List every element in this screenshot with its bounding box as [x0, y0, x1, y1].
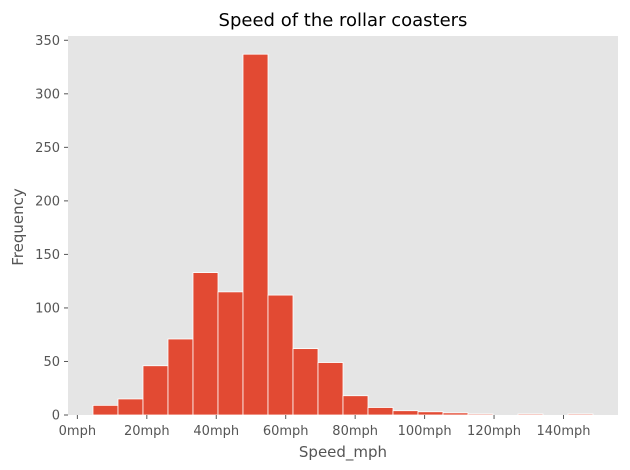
- histogram-bar: [392, 410, 419, 416]
- histogram-bar: [217, 291, 244, 416]
- y-tick-label: 250: [35, 141, 60, 156]
- histogram-bar: [192, 272, 219, 416]
- histogram-bar: [567, 413, 594, 416]
- x-tick-label: 80mph: [332, 424, 378, 439]
- histogram-bar: [417, 411, 444, 416]
- y-tick-label: 200: [35, 194, 60, 209]
- histogram-bar: [317, 362, 344, 416]
- x-axis-label: Speed_mph: [299, 443, 387, 462]
- y-tick-label: 50: [43, 355, 60, 370]
- plot-area: [68, 36, 618, 415]
- y-axis-label: Frequency: [9, 188, 27, 266]
- chart-title: Speed of the rollar coasters: [219, 10, 468, 31]
- y-tick-label: 300: [35, 87, 60, 102]
- histogram-bar: [292, 348, 319, 416]
- x-tick-label: 0mph: [59, 424, 96, 439]
- x-tick-label: 60mph: [263, 424, 309, 439]
- histogram-bar: [92, 404, 119, 416]
- histogram-bar: [517, 413, 544, 416]
- y-tick-label: 100: [35, 301, 60, 316]
- histogram-bar: [342, 395, 369, 416]
- x-tick-label: 40mph: [193, 424, 239, 439]
- histogram-bar: [367, 407, 394, 416]
- histogram-bar: [167, 338, 194, 416]
- x-tick-label: 100mph: [398, 424, 452, 439]
- y-tick-label: 0: [52, 409, 60, 424]
- histogram-bar: [142, 365, 169, 416]
- histogram-bar: [117, 398, 144, 416]
- y-tick-label: 150: [35, 248, 60, 263]
- x-tick-label: 120mph: [467, 424, 521, 439]
- histogram-bar: [442, 412, 469, 416]
- histogram-bar: [267, 294, 294, 416]
- x-tick-label: 20mph: [124, 424, 170, 439]
- histogram-bar: [242, 53, 269, 416]
- histogram-bar: [467, 413, 494, 416]
- x-tick-label: 140mph: [537, 424, 591, 439]
- y-tick-label: 350: [35, 34, 60, 49]
